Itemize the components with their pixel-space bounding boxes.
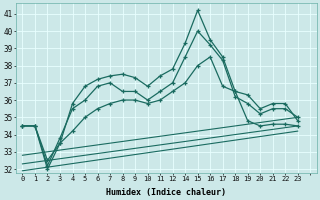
X-axis label: Humidex (Indice chaleur): Humidex (Indice chaleur)	[106, 188, 226, 197]
